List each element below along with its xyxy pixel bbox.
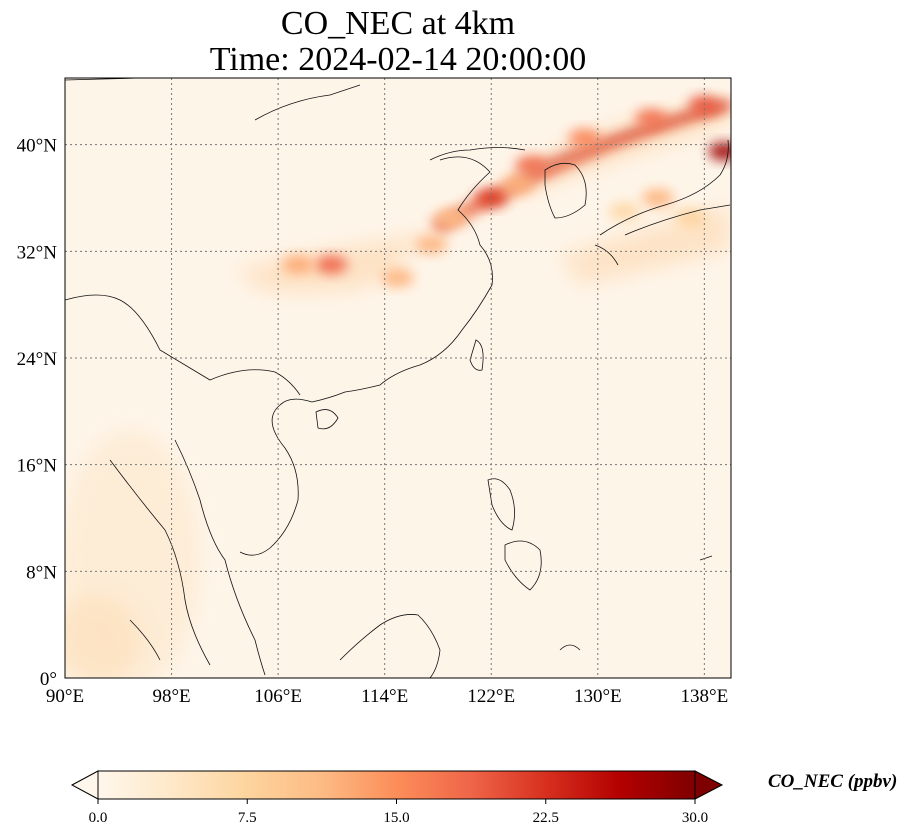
lon-tick-label: 122°E [467, 686, 515, 707]
lat-tick-label: 32°N [17, 242, 58, 263]
plume-hotspot-12 [641, 189, 674, 207]
lon-tick-label: 90°E [46, 686, 84, 707]
plume-hotspot-13 [608, 202, 641, 221]
plume-hotspot-10 [435, 209, 468, 227]
lat-tick-label: 40°N [17, 136, 58, 157]
co-concentration-field [65, 95, 731, 678]
plume-hotspot-5 [708, 142, 731, 161]
colorbar-tick-label: 15.0 [383, 810, 409, 826]
map-title: CO_NEC at 4km [280, 5, 516, 42]
lat-tick-label: 24°N [17, 349, 58, 370]
lon-tick-label: 138°E [681, 686, 729, 707]
colorbar-tick-label: 22.5 [533, 810, 559, 826]
map-frame [64, 77, 732, 679]
colorbar-gradient [97, 770, 696, 800]
lon-tick-label: 98°E [152, 686, 190, 707]
coastlines [65, 78, 731, 678]
colorbar-label: CO_NEC (ppbv) [768, 771, 898, 792]
lon-tick-label: 106°E [254, 686, 302, 707]
colorbar-tick-label: 7.5 [238, 810, 257, 826]
lat-tick-label: 16°N [17, 456, 58, 477]
plume-hotspot-6 [315, 255, 348, 274]
colorbar-tick-label: 0.0 [89, 810, 108, 826]
colorbar: 0.0 7.5 15.0 22.5 30.0 [70, 770, 724, 826]
plume-hotspot-7 [282, 255, 315, 274]
plume-hotspot-8 [382, 269, 414, 287]
lat-tick-label: 0° [40, 669, 57, 690]
plume-hotspot-11 [501, 175, 534, 194]
map-subtitle-time: Time: 2024-02-14 20:00:00 [209, 41, 587, 78]
colorbar-extend-max [694, 770, 724, 800]
plume-hotspot-1 [515, 155, 548, 174]
gridlines [65, 78, 731, 678]
lon-tick-label: 114°E [361, 686, 408, 707]
plume-hotspot-2 [568, 129, 601, 147]
colorbar-extend-min [70, 770, 99, 800]
colorbar-tick-label: 30.0 [682, 810, 708, 826]
plume-hotspot-14 [675, 209, 708, 227]
lon-tick-label: 130°E [574, 686, 622, 707]
plume-hotspot-3 [635, 109, 668, 127]
plume-hotspot-9 [415, 235, 448, 254]
lat-tick-label: 8°N [26, 562, 57, 583]
axis-ticks: 90°E 98°E 106°E 114°E 122°E 130°E 138°E 0° 8°N 16… [17, 136, 729, 707]
